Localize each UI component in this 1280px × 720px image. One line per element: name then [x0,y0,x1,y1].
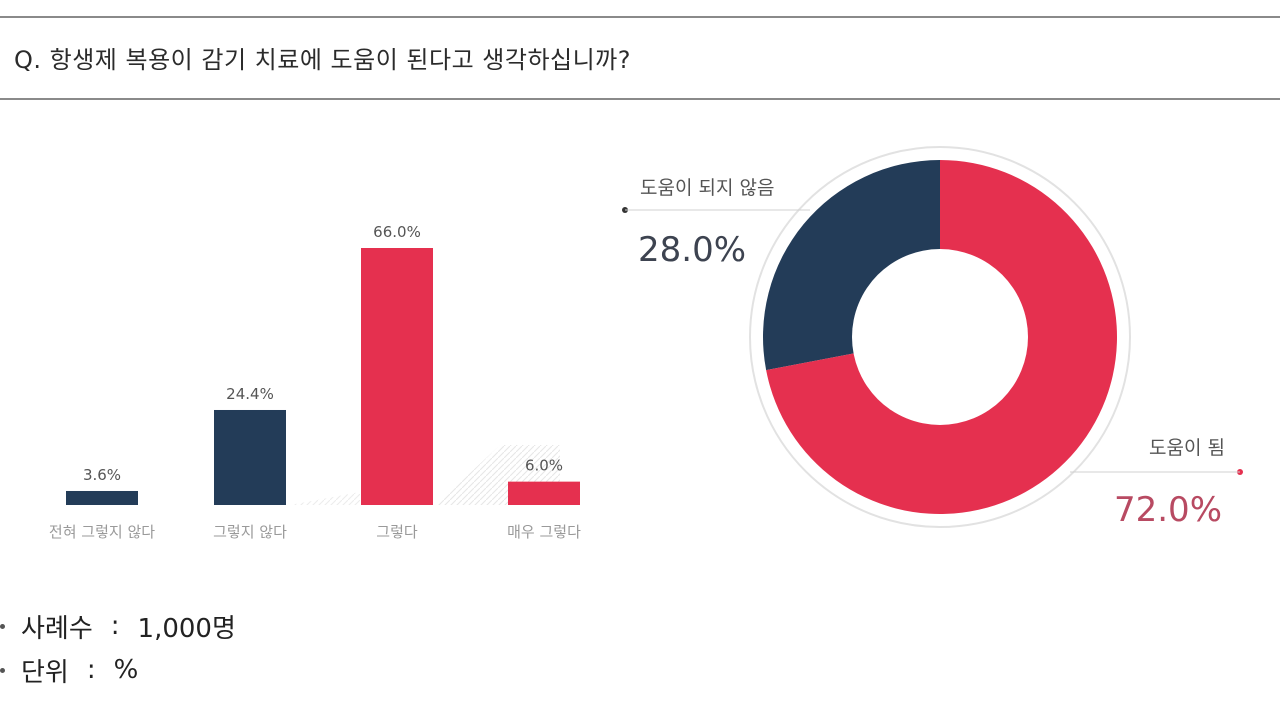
bar-value-label: 66.0% [373,223,421,241]
note-value: 1,000명 [137,613,236,644]
notes: 사례수 : 1,000명 단위 : % [0,604,236,692]
donut-slice-label: 도움이 되지 않음 [640,177,774,199]
bottom-rule [0,98,1280,100]
bar-chart: 3.6% 전혀 그렇지 않다 24.4% 그렇지 않다 66.0% 그렇다 6.0% 매우 그… [49,223,581,541]
note-separator: : [110,611,120,641]
bar [508,481,580,505]
bar-value-label: 3.6% [83,466,121,484]
note-label: 단위 [21,657,69,688]
donut-slice-label: 도움이 됨 [1149,437,1225,459]
bullet-dot-icon [0,623,5,629]
note-separator: : [86,655,96,685]
note-unit: 단위 : % [0,648,236,692]
note-sample-size: 사례수 : 1,000명 [0,604,236,648]
bar-category-label: 그렇지 않다 [213,523,287,541]
donut-outer-ring [749,146,1131,528]
note-label: 사례수 [21,613,93,644]
donut-chart: 도움이 되지 않음 28.0% 도움이 됨 72.0% [622,146,1243,530]
bar-category-label: 전혀 그렇지 않다 [49,523,155,541]
bar-value-label: 24.4% [226,385,274,403]
donut-slice-value: 28.0% [638,230,746,270]
bar-value-label: 6.0% [525,457,563,475]
note-value: % [113,655,139,685]
question-title: Q. 항생제 복용이 감기 치료에 도움이 된다고 생각하십니까? [14,46,631,74]
bar-category-label: 그렇다 [376,523,418,541]
bar [66,490,138,505]
bar-category-label: 매우 그렇다 [507,523,581,541]
bar [214,409,286,505]
donut-hole [852,249,1028,425]
bar [361,248,433,505]
bullet-dot-icon [0,667,5,673]
donut-slice-value: 72.0% [1114,490,1222,530]
top-rule [0,16,1280,18]
